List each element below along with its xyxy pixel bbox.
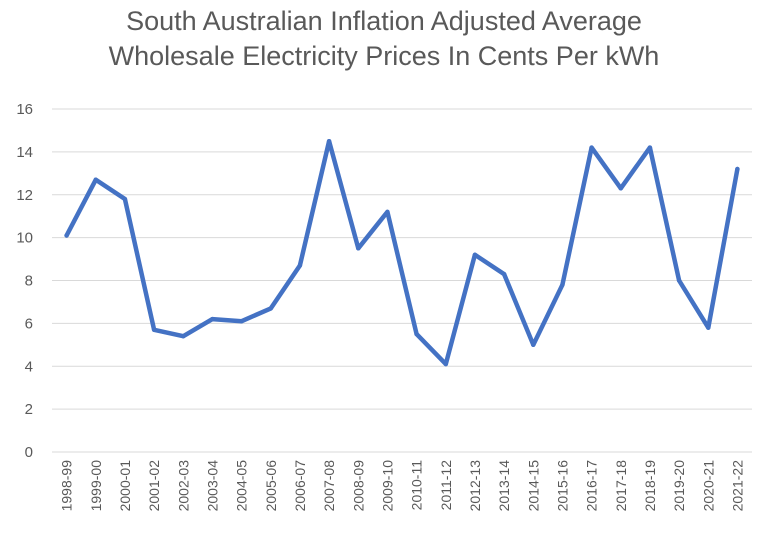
data-point — [356, 246, 361, 251]
x-tick-label: 2011-12 — [438, 460, 454, 511]
data-point — [181, 334, 186, 339]
x-tick-label: 2006-07 — [292, 460, 308, 512]
x-tick-label: 2009-10 — [379, 460, 395, 512]
y-tick-label: 2 — [25, 401, 33, 418]
x-tick-label: 2003-04 — [204, 460, 220, 512]
data-point — [676, 278, 682, 283]
x-tick-label: 2004-05 — [234, 460, 250, 512]
data-point — [268, 306, 273, 311]
data-point — [589, 145, 594, 150]
data-point — [735, 166, 740, 172]
x-tick-label: 2020-21 — [700, 460, 716, 512]
x-tick-label: 2018-19 — [642, 460, 658, 512]
x-tick-label: 2010-11 — [409, 460, 425, 511]
y-tick-label: 16 — [16, 101, 33, 118]
x-tick-label: 2000-01 — [117, 460, 133, 512]
x-tick-label: 2014-15 — [525, 460, 541, 512]
series-line — [64, 138, 740, 367]
y-tick-label: 8 — [25, 273, 33, 290]
data-point — [210, 316, 215, 322]
x-tick-label: 1999-00 — [88, 460, 104, 512]
data-point — [122, 196, 128, 202]
x-tick-label: 2005-06 — [263, 460, 279, 512]
data-point — [647, 145, 653, 150]
y-tick-label: 6 — [25, 315, 33, 332]
chart-title-line-1: South Australian Inflation Adjusted Aver… — [126, 6, 642, 36]
data-point — [64, 233, 69, 238]
y-tick-label: 14 — [16, 144, 33, 161]
data-point — [443, 361, 448, 367]
y-tick-label: 0 — [25, 444, 33, 461]
data-point — [706, 325, 711, 330]
x-tick-label: 1998-99 — [59, 460, 75, 512]
data-point — [618, 186, 623, 191]
x-tick-label: 2012-13 — [467, 460, 483, 512]
chart-title-line-2: Wholesale Electricity Prices In Cents Pe… — [108, 41, 660, 71]
x-tick-label: 2017-18 — [613, 460, 629, 512]
data-point — [531, 342, 536, 348]
x-tick-label: 2007-08 — [321, 460, 337, 512]
x-tick-label: 2013-14 — [496, 460, 512, 512]
x-tick-label: 2016-17 — [584, 460, 600, 512]
data-point — [385, 209, 390, 215]
data-point — [326, 138, 332, 144]
data-point — [93, 177, 98, 182]
x-tick-label: 2019-20 — [671, 460, 687, 512]
data-point — [239, 319, 244, 324]
gridlines — [52, 108, 752, 453]
chart-title: South Australian Inflation Adjusted Aver… — [0, 4, 768, 74]
data-point — [501, 271, 507, 277]
x-tick-label: 2008-09 — [350, 460, 366, 512]
y-tick-label: 4 — [25, 358, 33, 375]
x-axis-ticks: 1998-99 1999-00 2000-01 2001-02 2002-03 2003-… — [59, 460, 746, 512]
x-tick-label: 2001-02 — [146, 460, 162, 512]
y-tick-label: 12 — [16, 187, 33, 204]
x-tick-label: 2002-03 — [175, 460, 191, 512]
data-point — [297, 263, 303, 268]
data-point — [151, 327, 157, 333]
y-tick-label: 10 — [16, 230, 33, 247]
y-axis-ticks: 0 2 4 6 8 10 12 14 16 — [16, 101, 33, 461]
series-group — [64, 138, 740, 367]
x-tick-label: 2015-16 — [554, 460, 570, 512]
data-point — [414, 331, 419, 337]
data-point — [560, 282, 565, 287]
x-tick-label: 2021-22 — [729, 460, 745, 512]
data-point — [472, 252, 478, 257]
